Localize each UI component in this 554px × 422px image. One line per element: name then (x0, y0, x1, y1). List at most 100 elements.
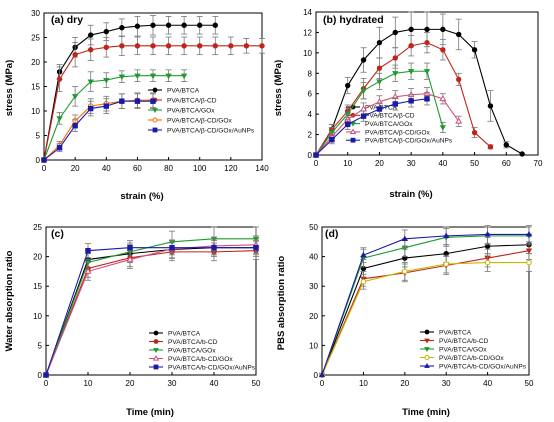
legend-item: PVA/BTCA/β-CD (148, 97, 217, 104)
legend-label: PVA/BTCA/b-CD (168, 339, 218, 346)
panel-b-ylabel: stress (MPa) (273, 60, 284, 117)
data-point (440, 47, 446, 53)
data-point (424, 39, 430, 46)
data-point (134, 43, 141, 49)
panel-c-xlabel: Time (min) (126, 407, 174, 418)
data-point (401, 235, 408, 241)
data-point (88, 105, 94, 112)
series-3 (319, 253, 532, 378)
x-tick-label: 10 (84, 379, 93, 388)
series-line (45, 250, 257, 376)
legend-item: PVA/BTCA/GOx (149, 347, 216, 354)
y-tick-label: 30 (31, 9, 40, 18)
series-4 (41, 93, 156, 163)
legend-item: PVA/BTCA/b-CD (420, 338, 489, 345)
x-tick-label: 0 (314, 159, 319, 168)
y-tick-label: 10 (33, 312, 42, 321)
data-point (197, 22, 203, 28)
data-point (197, 43, 203, 49)
y-tick-label: 15 (31, 83, 40, 92)
legend-label: PVA/BTCA/b-CD/GOx (439, 355, 504, 362)
data-point (56, 145, 63, 151)
data-point (360, 251, 367, 258)
data-point (212, 22, 218, 28)
panel-a-xlabel: strain (%) (120, 191, 163, 202)
data-point (72, 123, 78, 129)
series-line (321, 244, 530, 376)
data-point (392, 71, 399, 77)
data-point (259, 43, 265, 49)
x-tick-label: 0 (320, 379, 325, 388)
y-tick-label: 0 (38, 371, 43, 380)
series-line (43, 99, 153, 161)
x-tick-label: 50 (252, 379, 261, 388)
data-point (181, 43, 187, 49)
x-tick-label: 100 (193, 164, 207, 173)
legend-item: PVA/BTCA (420, 329, 472, 336)
legend-label: PVA/BTCA/b-CD/GOx (168, 356, 233, 363)
x-tick-label: 70 (534, 159, 543, 168)
data-point (253, 245, 259, 251)
legend-item: PVA/BTCA/b-CD/GOx (149, 355, 233, 363)
data-point (455, 117, 463, 124)
legend-label: PVA/BTCA (167, 87, 200, 94)
data-point (318, 371, 326, 378)
data-point (525, 248, 533, 255)
panel-b-title: (b) hydrated (323, 14, 384, 26)
plot-b: 01020304050607002468101214PVA/BTCAPVA/BT… (303, 8, 543, 168)
legend-label: PVA/BTCA (439, 329, 472, 336)
data-point (487, 144, 494, 150)
data-point (345, 121, 351, 128)
y-tick-label: 14 (303, 8, 312, 17)
data-point (119, 98, 125, 104)
x-tick-label: 50 (525, 379, 534, 388)
data-point (313, 152, 319, 158)
x-tick-label: 60 (502, 159, 511, 168)
y-tick-label: 2 (308, 131, 313, 140)
legend-item: PVA/BTCA/β-CD/GOx (346, 128, 431, 136)
plot-d: 0 10 20 30 40 50 0 10 20 30 40 50 PVA/BTCA PVA/BTCA/b… (309, 223, 534, 388)
data-point (360, 57, 367, 63)
plot-frame (45, 226, 257, 376)
x-tick-label: 20 (126, 379, 135, 388)
data-point (228, 43, 234, 49)
legend-item: PVA/BTCA/GOx (148, 107, 215, 114)
data-point (212, 43, 218, 49)
panel-d-title: (d) (325, 228, 338, 240)
plot-a: 0 20 40 60 80 100 120 140 0 5 10 15 20 25 30 PVA/BTCA PV… (31, 9, 269, 173)
legend-label: PVA/BTCA/β-CD/GOx (167, 117, 233, 124)
panel-c: (c) Time (min) Water absorption ratio (4, 228, 174, 418)
x-tick-label: 40 (210, 379, 219, 388)
data-point (118, 74, 126, 81)
data-point (408, 43, 414, 49)
data-point (126, 255, 134, 262)
legend-marker (153, 364, 159, 370)
data-point (88, 47, 94, 53)
legend-marker (424, 355, 430, 360)
data-point (484, 231, 491, 237)
legend-label: PVA/BTCA/GOx (167, 107, 215, 114)
data-point (424, 26, 430, 33)
data-point (456, 76, 462, 83)
series-line (45, 238, 256, 376)
data-point (484, 259, 491, 266)
data-point (119, 25, 125, 31)
data-point (439, 125, 447, 131)
panel-a-title: (a) dry (51, 14, 83, 26)
data-point (376, 39, 383, 46)
y-tick-label: 6 (308, 90, 313, 99)
data-point (150, 43, 156, 49)
x-tick-label: 80 (164, 164, 173, 173)
legend-label: PVA/BTCA/b-CD (439, 338, 489, 345)
data-point (72, 51, 78, 58)
y-tick-label: 8 (308, 69, 313, 78)
panel-c-title: (c) (51, 228, 64, 240)
data-point (360, 113, 367, 119)
y-tick-label: 5 (36, 132, 41, 141)
data-point (134, 98, 141, 104)
legend-item: PVA/BTCA (149, 330, 201, 337)
x-tick-label: 20 (400, 379, 409, 388)
x-tick-label: 40 (483, 379, 492, 388)
data-point (376, 79, 383, 85)
legend-item: PVA/BTCA (148, 87, 200, 94)
